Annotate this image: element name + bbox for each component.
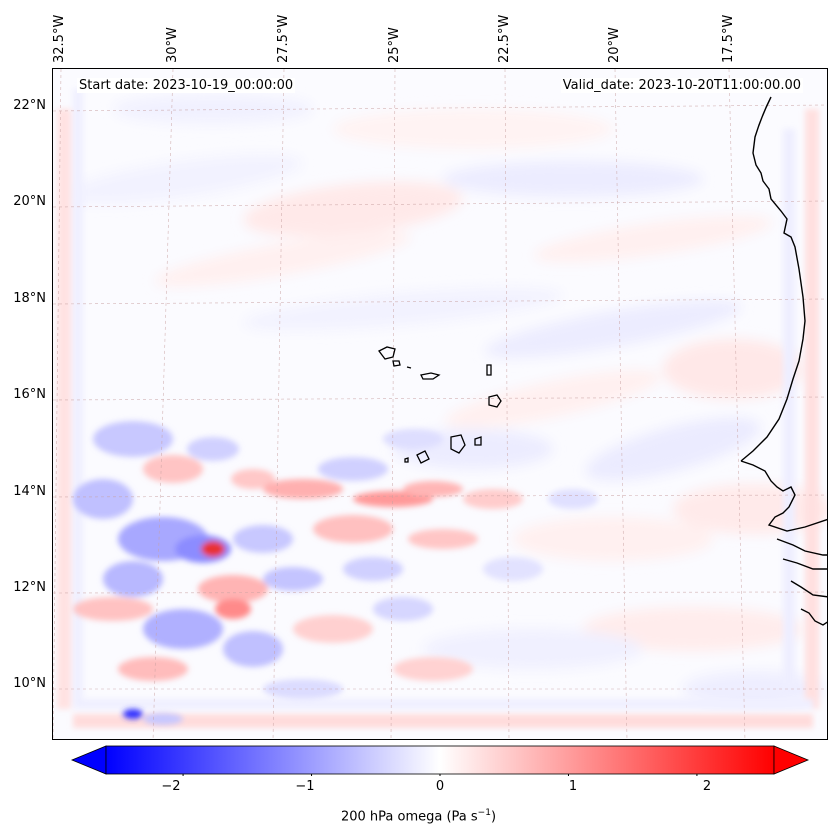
colorbar-tickmarks bbox=[182, 774, 698, 776]
colorbar-tick-minus1: −1 bbox=[295, 779, 315, 794]
lon-label-25W: 25°W bbox=[387, 27, 402, 63]
lat-label-18N: 18°N bbox=[13, 291, 46, 306]
boundary-bands bbox=[57, 89, 819, 728]
map-panel[interactable]: Start date: 2023-10-19_00:00:00 Valid_da… bbox=[52, 68, 828, 740]
lat-label-12N: 12°N bbox=[13, 580, 46, 595]
colorbar-tick-1: 1 bbox=[568, 779, 578, 794]
lat-label-20N: 20°N bbox=[13, 194, 46, 209]
lat-label-22N: 22°N bbox=[13, 98, 46, 113]
colorbar-tick-2: 2 bbox=[702, 779, 712, 794]
start-date-label: Start date: 2023-10-19_00:00:00 bbox=[77, 78, 296, 93]
graticule bbox=[53, 69, 827, 739]
lon-label-27.5W: 27.5°W bbox=[276, 14, 291, 63]
omega-broad-patterns bbox=[64, 94, 827, 707]
colorbar-extend-high bbox=[773, 745, 810, 775]
colorbar-label: 200 hPa omega (Pa s−1) bbox=[0, 808, 837, 824]
lat-label-10N: 10°N bbox=[13, 676, 46, 691]
colorbar-label-exponent: −1 bbox=[477, 808, 491, 818]
lon-label-32.5W: 32.5°W bbox=[52, 14, 67, 63]
coastline bbox=[740, 96, 827, 626]
lon-label-22.5W: 22.5°W bbox=[497, 14, 512, 63]
lon-label-30W: 30°W bbox=[165, 27, 180, 63]
colorbar bbox=[70, 745, 810, 776]
valid-date-label: Valid_date: 2023-10-20T11:00:00.00 bbox=[560, 78, 803, 93]
colorbar-tick-0: 0 bbox=[435, 779, 445, 794]
colorbar-label-text: 200 hPa omega (Pa s bbox=[340, 809, 478, 825]
lat-label-14N: 14°N bbox=[13, 484, 46, 499]
colorbar-gradient bbox=[105, 745, 775, 775]
convective-cells bbox=[73, 421, 598, 725]
lon-label-20W: 20°W bbox=[607, 27, 622, 63]
lon-label-17.5W: 17.5°W bbox=[721, 14, 736, 63]
colorbar-tick-minus2: −2 bbox=[161, 779, 181, 794]
colorbar-label-close: ) bbox=[490, 809, 497, 825]
colorbar-extend-low bbox=[70, 745, 107, 775]
lat-label-16N: 16°N bbox=[13, 387, 46, 402]
omega-field-map bbox=[53, 69, 827, 739]
cape-verde-islands bbox=[378, 346, 502, 464]
